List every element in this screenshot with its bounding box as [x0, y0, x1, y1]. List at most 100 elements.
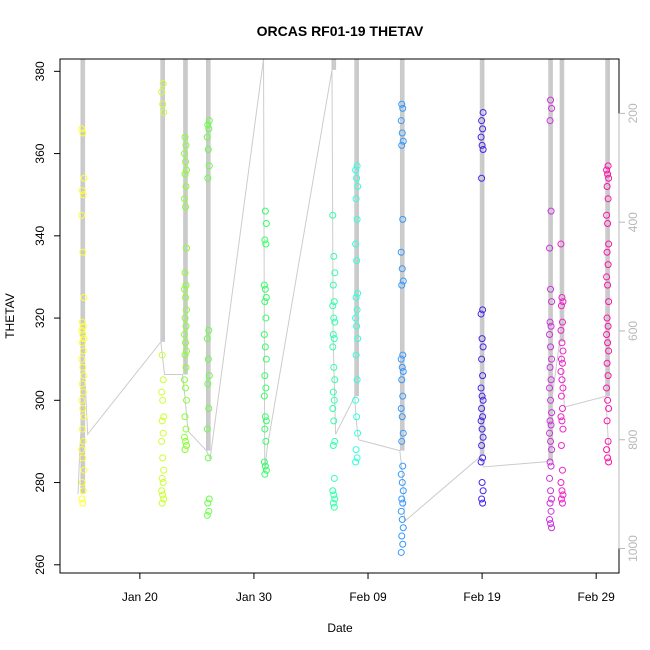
data-point: [479, 454, 487, 462]
data-point: [547, 396, 555, 404]
data-point: [604, 437, 612, 445]
data-point: [330, 335, 338, 343]
data-point: [557, 392, 565, 400]
chart-title: ORCAS RF01-19 THETAV: [257, 23, 424, 39]
data-point: [603, 166, 611, 174]
data-point: [160, 108, 168, 116]
data-point: [261, 285, 269, 293]
data-point: [182, 281, 190, 289]
data-point: [397, 355, 405, 363]
data-point: [399, 104, 407, 112]
data-point: [160, 413, 168, 421]
data-point: [558, 466, 566, 474]
data-point: [79, 405, 87, 413]
data-point: [354, 335, 362, 343]
data-point: [180, 195, 188, 203]
data-point: [182, 396, 190, 404]
data-point: [399, 429, 407, 437]
data-point: [78, 211, 86, 219]
x-tick-label: Jan 30: [236, 590, 272, 604]
data-point: [605, 174, 613, 182]
data-point: [329, 281, 337, 289]
data-point: [604, 454, 612, 462]
data-point: [479, 487, 487, 495]
data-point: [181, 203, 189, 211]
data-point: [262, 466, 270, 474]
data-point: [78, 339, 86, 347]
data-point: [546, 429, 554, 437]
right-tick-label: 600: [626, 321, 640, 341]
data-point: [603, 446, 611, 454]
data-point: [604, 170, 612, 178]
data-point: [329, 211, 337, 219]
flight-path-lines: [77, 58, 610, 523]
data-point: [261, 470, 269, 478]
data-point: [558, 417, 566, 425]
data-point: [79, 454, 87, 462]
data-point: [478, 335, 486, 343]
data-points: [78, 80, 613, 556]
data-point: [205, 507, 213, 515]
data-point: [352, 166, 360, 174]
data-point: [398, 532, 406, 540]
data-point: [79, 191, 87, 199]
data-point: [547, 507, 555, 515]
data-point: [204, 174, 212, 182]
x-tick-label: Feb 09: [349, 590, 387, 604]
data-point: [79, 331, 87, 339]
data-point: [260, 281, 268, 289]
data-point: [159, 491, 167, 499]
data-point: [547, 462, 555, 470]
data-point: [603, 417, 611, 425]
data-point: [399, 487, 407, 495]
data-point: [353, 413, 361, 421]
data-point: [203, 511, 211, 519]
data-point: [182, 363, 190, 371]
data-point: [604, 162, 612, 170]
data-point: [160, 466, 168, 474]
data-point: [603, 331, 611, 339]
data-point: [261, 207, 269, 215]
data-point: [548, 495, 556, 503]
data-point: [478, 141, 486, 149]
data-point: [479, 396, 487, 404]
data-point: [330, 491, 338, 499]
data-point: [329, 499, 337, 507]
data-point: [180, 285, 188, 293]
data-point: [262, 293, 270, 301]
data-point: [399, 277, 407, 285]
data-point: [398, 141, 406, 149]
data-point: [78, 495, 86, 503]
data-point: [182, 322, 190, 330]
data-point: [397, 548, 405, 556]
data-point: [398, 363, 406, 371]
data-point: [182, 442, 190, 450]
data-point: [205, 326, 213, 334]
data-point: [79, 347, 87, 355]
data-point: [398, 265, 406, 273]
data-point: [330, 503, 338, 511]
data-point: [181, 314, 189, 322]
data-point: [557, 302, 565, 310]
data-point: [203, 133, 211, 141]
data-point: [78, 125, 86, 133]
x-axis-label: Date: [327, 621, 353, 635]
data-point: [158, 351, 166, 359]
data-point: [478, 174, 486, 182]
data-point: [79, 487, 87, 495]
data-point: [260, 392, 268, 400]
data-point: [398, 495, 406, 503]
data-point: [79, 248, 87, 256]
data-point: [397, 507, 405, 515]
data-point: [205, 125, 213, 133]
data-point: [80, 413, 88, 421]
data-point: [261, 236, 269, 244]
data-point: [547, 96, 555, 104]
y-tick-label: 340: [33, 225, 47, 245]
data-point: [159, 80, 167, 88]
data-point: [353, 174, 361, 182]
data-point: [479, 413, 487, 421]
right-pressure-axis: 200 400 600 800 1000: [618, 103, 640, 562]
data-point: [331, 318, 339, 326]
